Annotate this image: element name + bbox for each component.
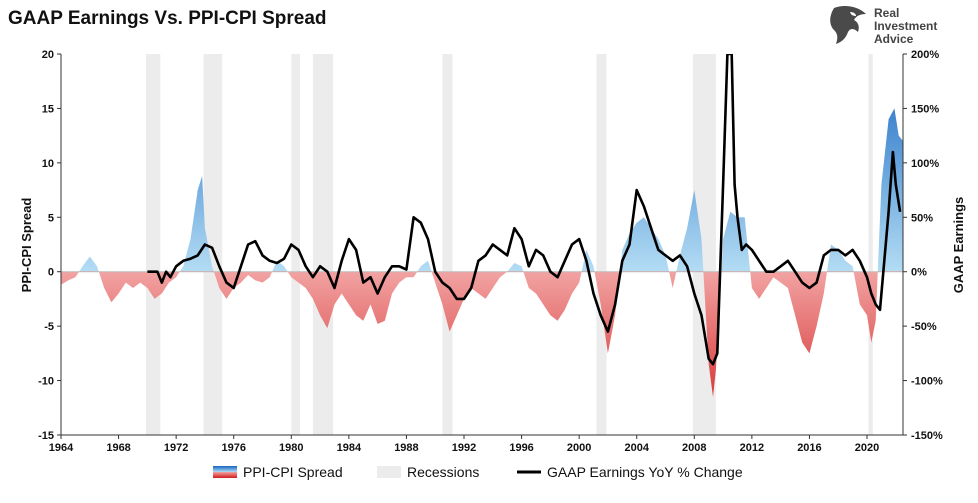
x-tick-label-2: 1972 — [164, 442, 188, 454]
legend-label-spread: PPI-CPI Spread — [243, 464, 343, 480]
y2-tick-label-0: 200% — [911, 49, 939, 61]
eagle-logo-icon — [830, 6, 866, 44]
y-tick-label-1: 15 — [42, 103, 54, 115]
y-tick-label-2: 10 — [42, 158, 54, 170]
y2-tick-label-5: -50% — [911, 321, 937, 333]
x-tick-label-1: 1968 — [106, 442, 130, 454]
brand-logo: Real Investment Advice — [830, 6, 937, 46]
y-tick-label-5: -5 — [44, 321, 54, 333]
x-tick-label-6: 1988 — [394, 442, 418, 454]
spread-area-positive — [79, 108, 903, 271]
gaap-earnings-line — [147, 54, 902, 366]
ppi-cpi-spread-area — [61, 108, 903, 397]
recession-band-5 — [596, 54, 607, 435]
recession-band-0 — [145, 54, 161, 435]
recession-band-7 — [868, 54, 873, 435]
spread-area-negative — [61, 271, 903, 397]
legend-swatch-recessions — [377, 466, 401, 478]
legend-label-recessions: Recessions — [407, 464, 479, 480]
recession-bands — [145, 54, 873, 435]
recession-band-3 — [312, 54, 334, 435]
x-tick-label-5: 1984 — [337, 442, 362, 454]
logo-line-3: Advice — [874, 32, 914, 46]
legend: PPI-CPI Spread Recessions GAAP Earnings … — [213, 464, 743, 480]
logo-line-1: Real — [874, 6, 899, 20]
y2-tick-label-3: 50% — [911, 212, 933, 224]
recession-band-1 — [203, 54, 223, 435]
recession-band-2 — [291, 54, 300, 435]
y-tick-label-3: 5 — [48, 212, 54, 224]
earnings-line-path — [147, 54, 902, 366]
chart-title: GAAP Earnings Vs. PPI-CPI Spread — [8, 8, 327, 29]
y2-tick-label-6: -100% — [911, 376, 943, 388]
y2-tick-label-7: -150% — [911, 430, 943, 442]
logo-line-2: Investment — [874, 19, 937, 33]
x-tick-label-4: 1980 — [279, 442, 303, 454]
x-tick-label-11: 2008 — [682, 442, 706, 454]
y-tick-label-4: 0 — [48, 267, 54, 279]
y2-tick-label-2: 100% — [911, 158, 939, 170]
y2-axis-title: GAAP Earnings — [951, 197, 966, 294]
axes: 1964 1968 1972 1976 1980 1984 1988 1992 1996 2000… — [38, 49, 943, 454]
x-tick-label-12: 2012 — [740, 442, 764, 454]
x-tick-label-3: 1976 — [221, 442, 245, 454]
x-tick-label-13: 2016 — [797, 442, 821, 454]
y-tick-label-7: -15 — [38, 430, 54, 442]
legend-swatch-spread — [213, 466, 237, 478]
x-tick-label-14: 2020 — [855, 442, 879, 454]
x-tick-label-8: 1996 — [509, 442, 533, 454]
y-tick-label-0: 20 — [42, 49, 54, 61]
y-axis-title: PPI-CPI Spread — [19, 198, 34, 293]
y2-tick-label-1: 150% — [911, 103, 939, 115]
y-tick-label-6: -10 — [38, 376, 54, 388]
x-tick-label-9: 2000 — [567, 442, 591, 454]
legend-label-earnings: GAAP Earnings YoY % Change — [547, 464, 743, 480]
x-tick-label-0: 1964 — [49, 442, 74, 454]
y2-tick-label-4: 0% — [911, 267, 927, 279]
recession-band-4 — [442, 54, 453, 435]
x-tick-label-7: 1992 — [452, 442, 476, 454]
x-tick-label-10: 2004 — [624, 442, 649, 454]
